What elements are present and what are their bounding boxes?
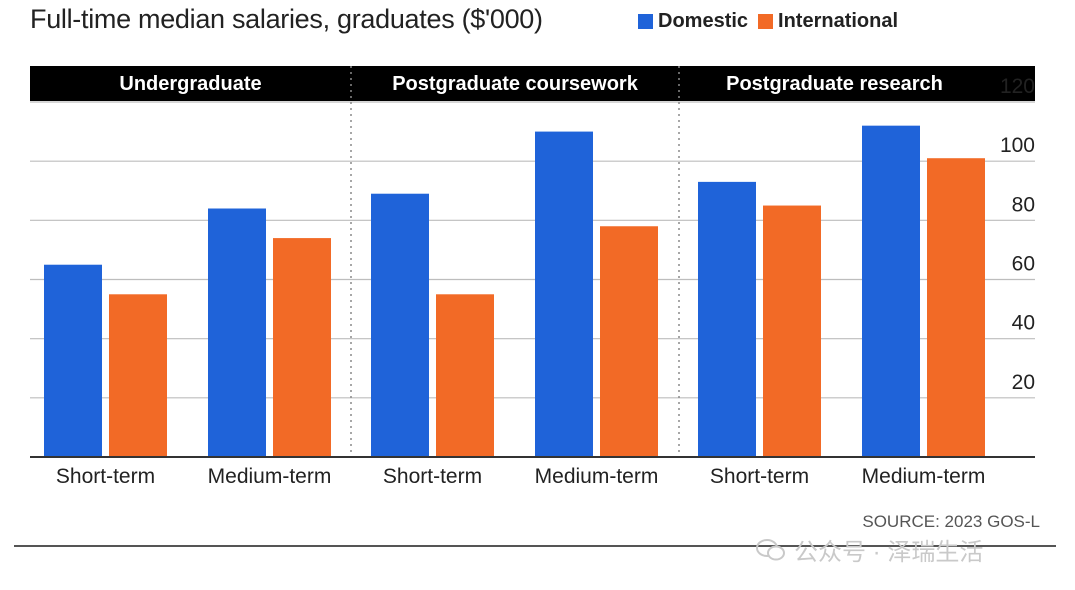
bar-domestic-2 — [208, 208, 266, 457]
x-tick-label-6: Medium-term — [862, 465, 986, 488]
bar-international-3 — [436, 294, 494, 457]
legend-label-international: International — [778, 10, 899, 32]
bar-domestic-1 — [44, 264, 102, 457]
y-tick-label-80: 80 — [1012, 193, 1035, 216]
y-tick-label-100: 100 — [1000, 134, 1035, 157]
y-tick-label-40: 40 — [1012, 312, 1035, 335]
watermark-text: 公众号 · 泽瑞生活 — [794, 539, 984, 566]
x-tick-label-3: Short-term — [383, 465, 482, 488]
group-header-1: Undergraduate — [119, 73, 261, 95]
legend: Domestic International — [638, 10, 908, 33]
legend-item-domestic: Domestic — [638, 10, 748, 33]
group-header-2: Postgraduate coursework — [392, 73, 639, 95]
chart-title: Full-time median salaries, graduates ($'… — [30, 4, 543, 34]
chat-bubble-icon — [756, 538, 785, 560]
bar-domestic-5 — [698, 181, 756, 457]
y-tick-label-60: 60 — [1012, 253, 1035, 276]
bar-domestic-3 — [371, 193, 429, 458]
legend-item-international: International — [758, 10, 898, 33]
watermark: 公众号 · 泽瑞生活 — [756, 532, 983, 567]
bar-international-1 — [109, 294, 167, 457]
x-tick-label-1: Short-term — [56, 465, 155, 488]
legend-label-domestic: Domestic — [658, 10, 749, 32]
bar-international-5 — [763, 205, 821, 457]
bar-domestic-4 — [535, 131, 593, 458]
legend-swatch-international — [758, 14, 774, 29]
legend-swatch-domestic — [638, 14, 653, 29]
bar-international-2 — [273, 238, 331, 457]
bar-international-4 — [600, 226, 658, 457]
group-header-band — [30, 66, 1035, 101]
y-tick-label-20: 20 — [1012, 371, 1035, 394]
y-tick-label-120: 120 — [1000, 75, 1035, 98]
x-tick-label-5: Short-term — [710, 465, 809, 488]
source-note: SOURCE: 2023 GOS-L — [862, 512, 1040, 531]
x-tick-label-4: Medium-term — [535, 465, 659, 488]
x-tick-label-2: Medium-term — [208, 465, 332, 488]
group-header-3: Postgraduate research — [726, 73, 943, 95]
bar-domestic-6 — [862, 125, 920, 458]
bar-international-6 — [927, 158, 985, 458]
